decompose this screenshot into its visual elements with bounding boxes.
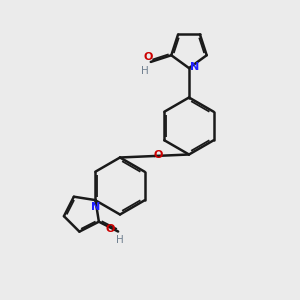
Text: O: O — [105, 224, 114, 233]
Text: N: N — [91, 202, 100, 212]
Text: H: H — [116, 235, 124, 245]
Text: H: H — [142, 66, 149, 76]
Text: O: O — [144, 52, 153, 61]
Text: N: N — [190, 61, 199, 72]
Text: O: O — [153, 149, 163, 160]
